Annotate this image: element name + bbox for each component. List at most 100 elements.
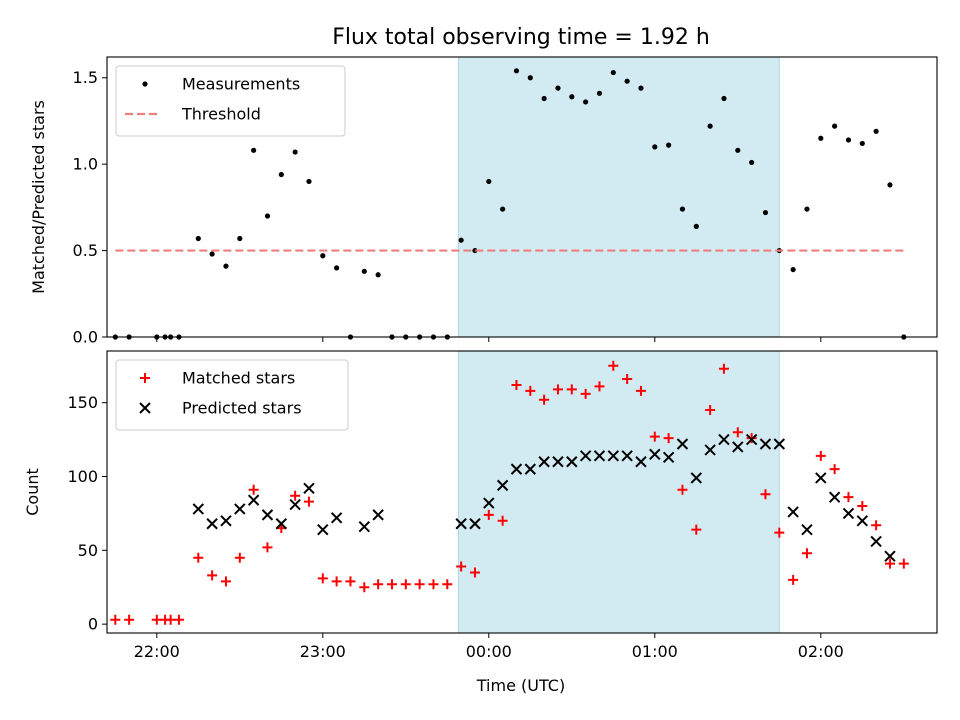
matched-stars-point	[345, 576, 356, 587]
predicted-stars-point	[289, 498, 301, 511]
y-tick-label: 0.0	[73, 328, 98, 347]
measurements-point	[624, 78, 630, 84]
predicted-stars-point	[718, 433, 730, 446]
predicted-stars-point	[690, 472, 703, 484]
legend-threshold-label: Threshold	[181, 105, 261, 124]
measurements-point	[832, 123, 838, 129]
matched-stars-point	[815, 450, 826, 461]
matched-stars-point	[414, 579, 425, 590]
measurements-point	[790, 266, 796, 273]
predicted-stars-point	[607, 450, 620, 462]
matched-stars-point	[497, 515, 508, 526]
matched-stars-point	[663, 433, 674, 444]
chart-title: Flux total observing time = 1.92 h	[332, 25, 710, 50]
matched-stars-point	[262, 542, 273, 553]
y-tick-label: 0.5	[73, 241, 98, 260]
predicted-stars-point	[234, 503, 246, 515]
measurements-point	[513, 68, 520, 74]
predicted-stars-point	[496, 479, 509, 492]
matched-stars-point	[373, 579, 384, 590]
predicted-stars-point	[538, 456, 550, 468]
predicted-stars-point	[330, 512, 343, 524]
predicted-stars-point	[662, 451, 675, 464]
measurements-point	[859, 140, 865, 147]
ratio-panel: 0.0 0.5 1.0 1.5 Measurements Threshold	[73, 56, 938, 347]
measurements-point	[666, 142, 672, 148]
legend-matched-stars-swatch	[140, 373, 150, 383]
matched-stars-point	[566, 384, 577, 395]
axes-frame	[106, 350, 938, 634]
measurements-point	[804, 206, 810, 212]
predicted-stars-point	[372, 509, 384, 521]
predicted-stars-point	[635, 456, 647, 468]
predicted-stars-point	[358, 520, 371, 533]
legend-measurements-swatch	[142, 81, 148, 87]
predicted-stars-point	[455, 518, 467, 530]
measurements-point	[735, 147, 741, 153]
matched-stars-point	[525, 385, 536, 396]
predicted-stars-point	[524, 463, 537, 475]
legend-predicted-stars-label: Predicted stars	[182, 399, 302, 418]
matched-stars-point	[594, 381, 605, 392]
measurements-point	[458, 237, 464, 243]
matched-stars-point	[732, 427, 743, 438]
measurements-point	[762, 209, 769, 216]
matched-stars-point	[622, 374, 633, 385]
predicted-stars-point	[317, 523, 329, 536]
predicted-stars-point	[566, 456, 578, 468]
predicted-stars-point	[759, 438, 772, 450]
predicted-stars-point	[621, 450, 633, 462]
measurements-point	[237, 235, 243, 242]
predicted-stars-point	[704, 444, 716, 456]
predicted-stars-point	[275, 518, 288, 530]
predicted-stars-point	[247, 494, 260, 506]
predicted-stars-point	[773, 438, 786, 450]
predicted-stars-point	[884, 550, 896, 562]
matched-stars-point	[193, 552, 204, 563]
matched-stars-point	[718, 363, 729, 374]
legend: Measurements Threshold	[115, 65, 346, 137]
matched-stars-point	[760, 489, 771, 500]
x-tick-label: 02:00	[798, 642, 844, 661]
predicted-stars-point	[856, 515, 869, 527]
matched-stars-point	[290, 490, 301, 501]
measurements-point	[486, 178, 492, 185]
matched-stars-point	[635, 385, 646, 396]
predicted-stars-point	[732, 441, 744, 453]
measurements-point	[693, 223, 699, 229]
measurements-point	[652, 144, 658, 150]
matched-stars-point	[248, 484, 259, 495]
matched-stars-point	[359, 582, 370, 593]
predicted-stars-point	[303, 482, 315, 495]
matched-stars-point	[871, 520, 882, 531]
matched-stars-point	[110, 614, 121, 625]
measurements-point	[278, 171, 284, 178]
matched-stars-point	[483, 509, 494, 520]
measurements-point	[873, 128, 879, 134]
measurements-point	[887, 182, 893, 188]
measurements-point	[472, 247, 478, 254]
matched-stars-point	[124, 614, 135, 625]
x-tick-label: 23:00	[300, 642, 346, 661]
matched-stars-point	[539, 394, 550, 405]
predicted-stars-point	[870, 535, 882, 548]
matched-stars-point	[317, 573, 328, 584]
measurements-point	[223, 263, 229, 269]
measurements-point	[251, 147, 257, 153]
matched-stars-point	[303, 496, 314, 507]
measurements-point	[721, 95, 727, 102]
measurements-point	[569, 94, 575, 100]
predicted-stars-point	[842, 507, 855, 520]
matched-stars-point	[400, 579, 411, 590]
matched-stars-point	[469, 567, 480, 578]
matched-stars-point	[898, 558, 909, 569]
measurements-point	[361, 268, 367, 274]
predicted-stars-point	[220, 515, 232, 527]
matched-stars-point	[580, 388, 591, 399]
matched-stars-point	[608, 360, 619, 371]
matched-stars-point	[649, 431, 660, 442]
matched-stars-point	[857, 501, 868, 512]
measurements-point	[596, 90, 603, 96]
y-tick-label: 100	[67, 467, 98, 486]
